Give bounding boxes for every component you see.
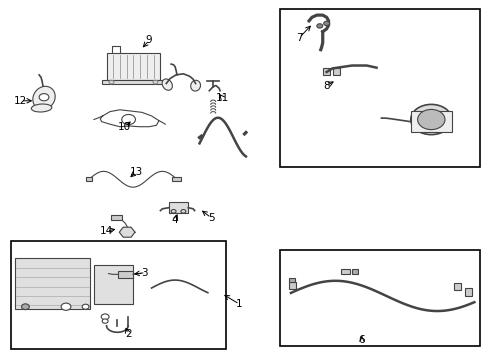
Circle shape xyxy=(316,24,322,28)
Text: 1: 1 xyxy=(236,299,243,309)
Bar xyxy=(322,68,329,75)
Circle shape xyxy=(101,314,109,320)
Bar xyxy=(453,283,460,290)
Bar xyxy=(111,215,122,220)
Text: 4: 4 xyxy=(171,215,178,225)
Text: 5: 5 xyxy=(207,213,214,223)
Bar xyxy=(168,202,188,213)
Ellipse shape xyxy=(31,104,52,112)
Bar xyxy=(118,271,133,278)
Ellipse shape xyxy=(190,80,200,91)
Text: 13: 13 xyxy=(129,167,142,177)
Text: 8: 8 xyxy=(323,81,329,91)
Circle shape xyxy=(21,304,29,310)
Bar xyxy=(289,278,295,282)
Text: 6: 6 xyxy=(358,335,365,345)
Text: 14: 14 xyxy=(100,226,113,236)
Bar xyxy=(332,68,339,75)
Text: 9: 9 xyxy=(145,35,152,45)
Ellipse shape xyxy=(33,86,55,109)
Circle shape xyxy=(39,94,49,101)
Bar xyxy=(106,53,160,80)
Bar xyxy=(86,177,92,181)
Circle shape xyxy=(410,104,451,135)
Bar xyxy=(288,282,295,289)
Text: 3: 3 xyxy=(141,268,147,278)
Bar xyxy=(341,269,349,274)
Bar xyxy=(351,269,357,274)
Text: 2: 2 xyxy=(124,329,131,339)
Circle shape xyxy=(61,303,71,310)
Bar xyxy=(279,250,479,346)
Bar xyxy=(102,80,165,84)
Bar xyxy=(279,9,479,167)
Bar xyxy=(172,177,181,181)
Text: 7: 7 xyxy=(295,33,302,43)
Text: 11: 11 xyxy=(215,93,229,103)
Circle shape xyxy=(102,319,108,323)
Bar xyxy=(11,241,225,349)
Text: 12: 12 xyxy=(14,96,27,106)
Circle shape xyxy=(417,109,444,130)
Text: 10: 10 xyxy=(118,122,131,132)
Circle shape xyxy=(323,21,329,26)
Polygon shape xyxy=(119,227,135,237)
Bar xyxy=(94,265,133,304)
Bar xyxy=(15,258,90,309)
Ellipse shape xyxy=(162,79,172,90)
Bar xyxy=(464,288,471,296)
Bar xyxy=(410,111,451,132)
Circle shape xyxy=(82,304,89,309)
